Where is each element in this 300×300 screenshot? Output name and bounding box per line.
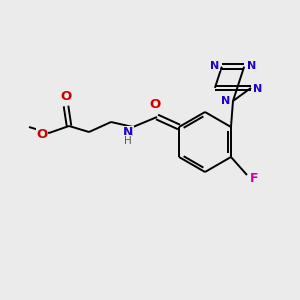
Text: O: O (36, 128, 48, 142)
Text: H: H (124, 136, 132, 146)
Text: N: N (221, 96, 231, 106)
Text: N: N (210, 61, 219, 70)
Text: N: N (123, 127, 133, 140)
Text: O: O (60, 91, 72, 103)
Text: N: N (254, 84, 263, 94)
Text: N: N (247, 61, 256, 70)
Text: O: O (149, 98, 161, 112)
Text: F: F (250, 172, 258, 184)
